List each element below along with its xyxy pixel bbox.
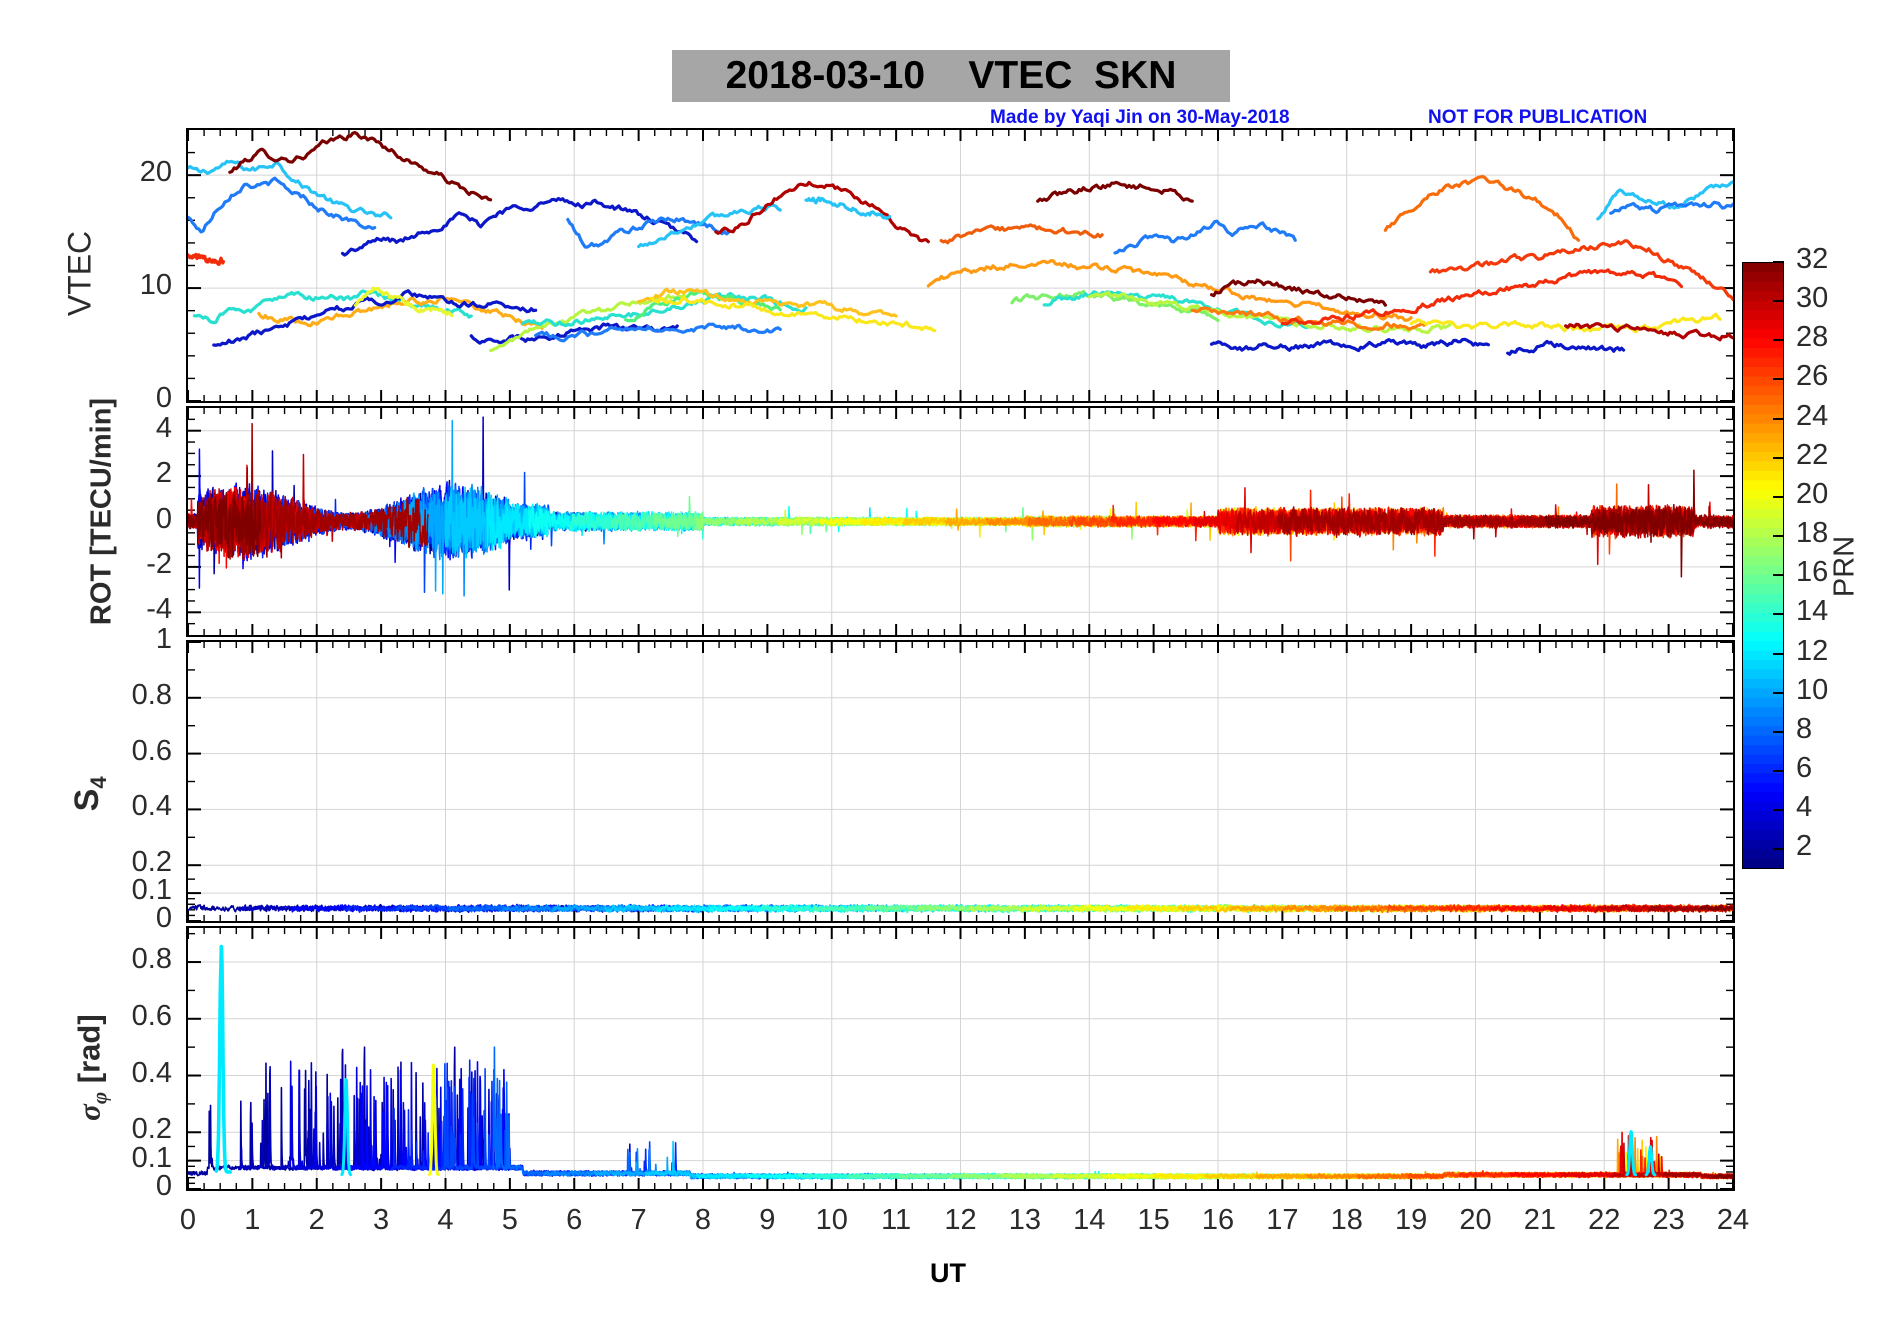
xtick-ut: 2 [308,1204,325,1236]
colorbar-title: PRN [1828,535,1861,598]
panel-s4 [186,640,1735,923]
xtick-ut: 3 [373,1204,390,1236]
xtick-ut: 18 [1330,1204,1363,1236]
colorbar-prn [1742,262,1784,869]
panel-sigma-phi [186,926,1735,1191]
colorbar-tick-mark [1773,809,1784,812]
xtick-ut: 5 [501,1204,518,1236]
colorbar-tick-mark [1773,848,1784,851]
ytick-rot: 4 [155,411,172,444]
ytick-rot: 0 [155,502,172,535]
ytick-sigma-phi: 0.1 [131,1141,172,1174]
ytick-rot: -2 [146,547,172,580]
xtick-ut: 12 [944,1204,977,1236]
colorbar-tick: 12 [1796,634,1829,667]
colorbar-tick-mark [1773,691,1784,694]
colorbar-tick: 14 [1796,595,1829,628]
xtick-ut: 22 [1588,1204,1621,1236]
colorbar-tick-mark [1773,495,1784,498]
xtick-ut: 10 [815,1204,848,1236]
colorbar-tick: 22 [1796,438,1829,471]
ytick-sigma-phi: 0.4 [131,1056,172,1089]
colorbar-tick-mark [1773,770,1784,773]
ytick-sigma-phi: 0 [155,1170,172,1202]
xtick-ut: 19 [1394,1204,1428,1236]
xtick-ut: 0 [179,1204,197,1236]
xtick-ut: 9 [759,1204,776,1236]
ytick-s4: 0.2 [131,846,172,879]
xtick-ut: 15 [1137,1204,1170,1236]
title-band: 2018-03-10 VTEC SKN [672,50,1230,102]
xtick-ut: 4 [437,1204,454,1236]
colorbar-tick-mark [1773,456,1784,459]
ytick-sigma-phi: 0.8 [131,943,172,976]
colorbar-tick-mark [1773,378,1784,381]
panel-rot [186,406,1735,637]
colorbar-tick-mark [1773,261,1784,263]
ytick-s4: 0.6 [131,734,172,767]
colorbar-tick: 8 [1796,712,1813,745]
xtick-ut: 14 [1073,1204,1106,1236]
xtick-ut: 17 [1266,1204,1299,1236]
colorbar-tick: 30 [1796,282,1829,315]
xtick-ut: 1 [244,1204,261,1236]
colorbar-tick-mark [1773,339,1784,342]
credit-text: Made by Yaqi Jin on 30-May-2018 [990,107,1290,128]
colorbar-tick: 10 [1796,673,1829,706]
xtick-ut: 7 [630,1204,647,1236]
xtick-ut: 24 [1716,1204,1750,1236]
colorbar-tick: 32 [1796,243,1829,275]
page-title: 2018-03-10 VTEC SKN [725,54,1177,97]
colorbar-tick-mark [1773,730,1784,733]
ytick-s4: 0.8 [131,678,172,711]
colorbar-tick: 16 [1796,556,1829,589]
ytick-s4: 1 [155,623,172,655]
colorbar-tick-mark [1773,300,1784,303]
colorbar-tick-mark [1773,535,1784,538]
colorbar-tick-mark [1773,652,1784,655]
ytick-vtec: 20 [139,156,172,189]
colorbar-tick: 2 [1796,830,1813,863]
ytick-vtec: 10 [139,269,172,302]
xtick-ut: 20 [1459,1204,1492,1236]
colorbar-tick: 24 [1796,399,1829,432]
xtick-ut: 11 [881,1204,912,1236]
disclaimer-text: NOT FOR PUBLICATION [1428,107,1648,128]
colorbar-tick-mark [1773,574,1784,577]
ytick-sigma-phi: 0.6 [131,999,172,1032]
ytick-vtec: 0 [155,382,172,414]
xtick-ut: 13 [1008,1204,1041,1236]
ytick-s4: 0.1 [131,874,172,907]
ytick-s4: 0 [155,902,172,934]
colorbar-tick: 28 [1796,321,1829,354]
ytick-s4: 0.4 [131,790,172,823]
axis-label-ut: UT [930,1258,966,1288]
colorbar-tick: 18 [1796,517,1829,550]
colorbar-tick-mark [1773,613,1784,616]
xtick-ut: 16 [1201,1204,1235,1236]
colorbar-tick: 6 [1796,752,1813,785]
ytick-sigma-phi: 0.2 [131,1113,172,1146]
colorbar-tick: 20 [1796,477,1829,510]
xtick-ut: 6 [566,1204,583,1236]
colorbar-tick: 26 [1796,360,1829,393]
xtick-ut: 21 [1523,1204,1556,1236]
panel-vtec [186,128,1735,403]
axis-label-vtec: VTEC [61,230,98,317]
ytick-rot: -4 [146,593,172,626]
ytick-rot: 2 [155,457,172,490]
colorbar-tick: 4 [1796,791,1813,824]
colorbar-tick-mark [1773,417,1784,420]
xtick-ut: 23 [1652,1204,1685,1236]
xtick-ut: 8 [694,1204,712,1236]
